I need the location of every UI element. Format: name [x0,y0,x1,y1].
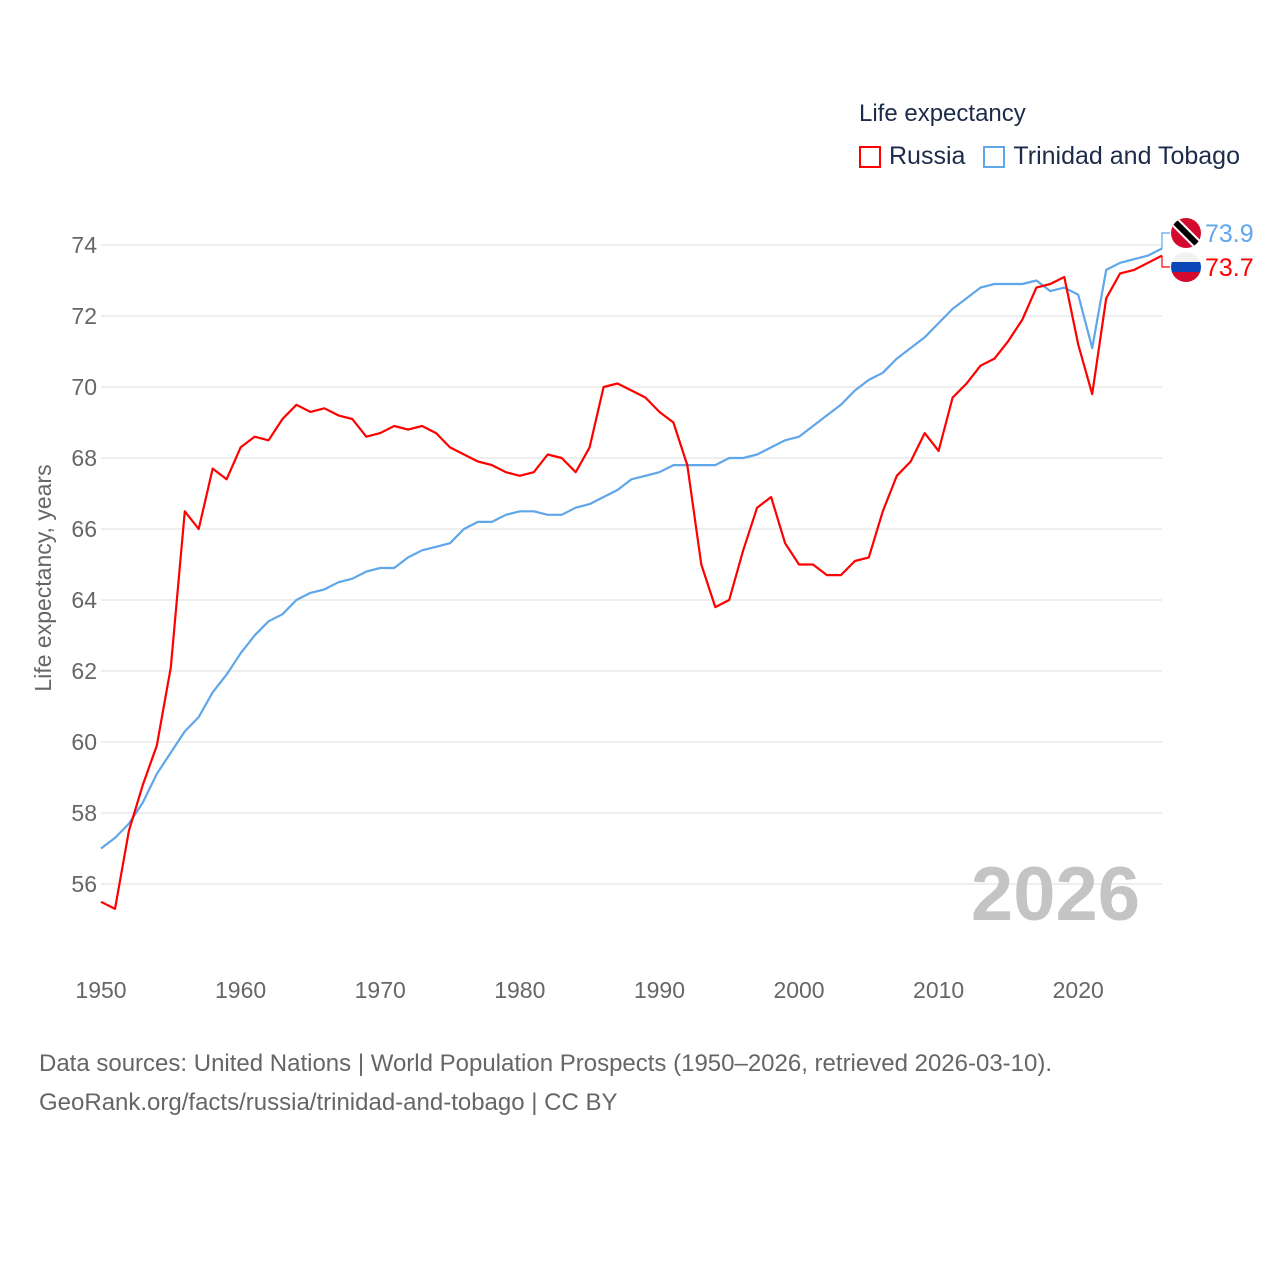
x-tick-label: 1960 [215,977,266,1003]
x-tick-label: 2020 [1053,977,1104,1003]
series-line-russia [100,254,1163,911]
data-sources: Data sources: United Nations | World Pop… [39,1050,1053,1077]
y-tick-label: 58 [71,800,97,826]
source-link[interactable]: GeoRank.org/facts/russia/trinidad-and-to… [39,1089,618,1116]
y-tick-label: 74 [71,232,97,258]
flag-stripe [1171,262,1201,272]
x-tick-label: 2000 [773,977,824,1003]
label-connector [1161,232,1170,249]
legend: Russia Trinidad and Tobago [859,142,1258,171]
x-tick-label: 2010 [913,977,964,1003]
y-tick-label: 64 [71,587,97,613]
y-tick-label: 62 [71,658,97,684]
y-tick-label: 66 [71,516,97,542]
end-value-label: 73.9 [1205,220,1254,248]
russia-flag-icon [1171,252,1201,282]
x-tick-label: 1950 [75,977,126,1003]
legend-swatch-russia [859,145,881,168]
series-line-trinidad [100,247,1163,850]
footer: Data sources: United Nations | World Pop… [39,1044,1052,1122]
x-tick-label: 1980 [494,977,545,1003]
legend-title: Life expectancy [859,100,1026,127]
y-tick-label: 68 [71,445,97,471]
x-tick-label: 1970 [355,977,406,1003]
y-tick-label: 70 [71,374,97,400]
end-value-label: 73.7 [1205,254,1254,282]
legend-label-trinidad: Trinidad and Tobago [1013,142,1240,170]
y-axis-label: Life expectancy, years [30,464,56,691]
flag-stripe [1171,272,1201,282]
flag-stripe [1171,252,1201,262]
y-tick-label: 72 [71,303,97,329]
legend-item-russia[interactable]: Russia [859,142,965,171]
y-tick-label: 56 [71,871,97,897]
year-watermark: 2026 [971,852,1140,937]
flag-stripe [1171,218,1201,248]
trinidad-flag-icon [1171,218,1201,248]
y-tick-label: 60 [71,729,97,755]
x-tick-label: 1990 [634,977,685,1003]
legend-swatch-trinidad [983,145,1006,168]
legend-label-russia: Russia [889,142,966,170]
legend-item-trinidad[interactable]: Trinidad and Tobago [983,142,1240,171]
label-connector [1161,255,1170,268]
